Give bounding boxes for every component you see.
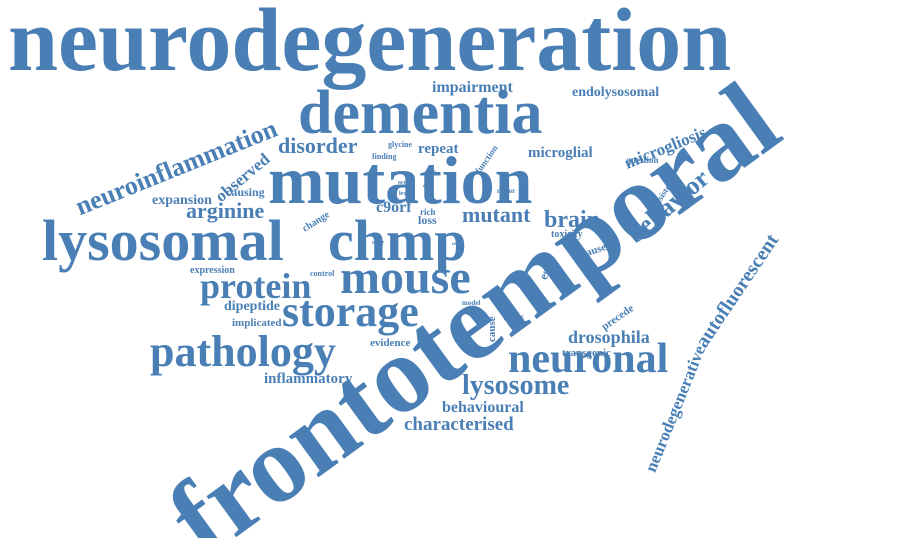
- word-behavioural: behavioural: [442, 399, 524, 416]
- word-implicated: implicated: [232, 317, 282, 329]
- word-model: model: [462, 299, 481, 307]
- word-lysosome: lysosome: [462, 370, 570, 401]
- word-rich: rich: [420, 207, 436, 217]
- word-c9orf: c9orf: [376, 199, 412, 216]
- word-use: use: [452, 242, 459, 247]
- word-major: major: [497, 187, 516, 195]
- word-brain: brain: [544, 207, 601, 233]
- word-finding: finding: [372, 152, 397, 161]
- word-glycine: glycine: [388, 140, 412, 149]
- word-toxicity: toxicity: [551, 229, 583, 240]
- word-protein: protein: [200, 266, 312, 306]
- word-lysosomal: lysosomal: [42, 208, 284, 273]
- word-pathology: pathology: [150, 327, 336, 376]
- word-question: question: [626, 155, 659, 165]
- word-repeat: repeat: [418, 141, 459, 157]
- word-dementia: dementia: [298, 79, 543, 147]
- word-loss: loss: [418, 213, 437, 227]
- word-dipeptide: dipeptide: [224, 299, 281, 314]
- word-autofluorescent: autofluorescent: [691, 230, 784, 352]
- word-expansion: expansion: [152, 193, 212, 208]
- word-ggggcc: ggggcc: [504, 313, 525, 321]
- word-transgenic: transgenic: [562, 347, 611, 359]
- word-evidence: evidence: [370, 337, 411, 349]
- word-endolysosomal: endolysosomal: [572, 85, 660, 100]
- word-mutant: mutant: [462, 202, 531, 227]
- word-data: data: [372, 240, 384, 246]
- word-arginine: arginine: [186, 198, 265, 223]
- word-causing: causing: [226, 185, 265, 199]
- word-level: level: [399, 191, 411, 197]
- word-mouse: mouse: [340, 251, 471, 304]
- word-mutation: mutation: [268, 142, 533, 218]
- word-chmp: chmp: [328, 208, 467, 273]
- word-expression: expression: [190, 265, 235, 276]
- word-cause: cause: [486, 316, 498, 342]
- word-microglial: microglial: [528, 145, 593, 161]
- word-neuronal: neuronal: [508, 336, 669, 382]
- word-neurodegeneration: neurodegeneration: [8, 0, 732, 90]
- word-control: control: [310, 269, 335, 278]
- word-drosophila: drosophila: [568, 327, 650, 347]
- word-disorder: disorder: [278, 133, 358, 158]
- word-characterised: characterised: [404, 414, 514, 435]
- word-storage: storage: [282, 287, 419, 336]
- word-inflammatory: inflammatory: [264, 371, 353, 387]
- word-occur: occur: [398, 180, 413, 186]
- word-impairment: impairment: [432, 79, 513, 96]
